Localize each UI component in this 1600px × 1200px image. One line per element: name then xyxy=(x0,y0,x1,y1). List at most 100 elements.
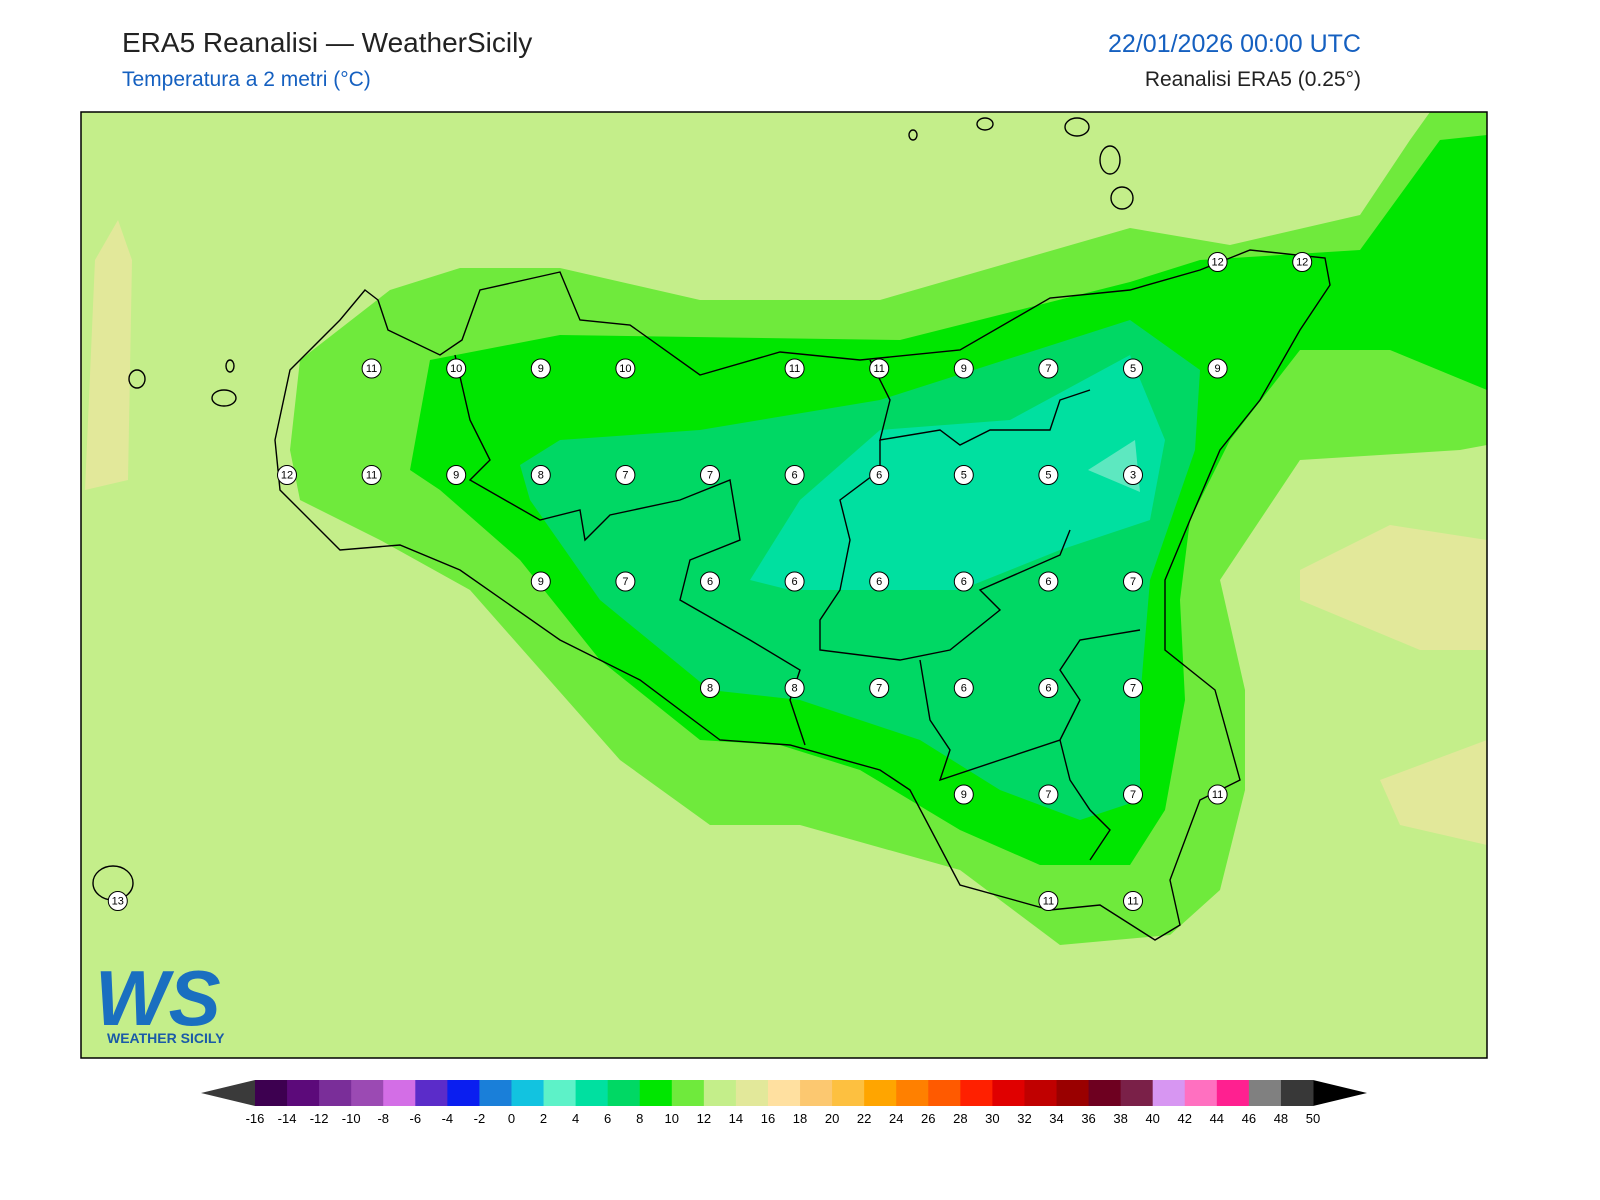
colorbar-swatch xyxy=(383,1080,416,1106)
province-border xyxy=(819,440,1071,661)
station-value: 3 xyxy=(1130,470,1136,482)
colorbar-swatch xyxy=(992,1080,1025,1106)
station: 12 xyxy=(277,465,297,485)
station: 11 xyxy=(1123,891,1143,911)
colorbar: -16 -14 -12 -10 -8 -6 -4 -2 0 2 4 6 8 10 12 14 16 18 20 22 2… xyxy=(201,1080,1367,1126)
colorbar-swatch xyxy=(1056,1080,1090,1106)
map-fields xyxy=(81,112,1487,1058)
colorbar-swatch xyxy=(639,1080,673,1106)
station: 6 xyxy=(953,678,974,698)
colorbar-swatch xyxy=(351,1080,384,1106)
province-border xyxy=(1059,739,1111,861)
station: 9 xyxy=(530,358,551,379)
station-circle xyxy=(446,465,467,485)
stations: 12 12 11 10 9 10 11 11 9 7 5 9 12 11 9 8 7 7 6 6 5 5 3 9 7 6 6 6 6 6 7… xyxy=(107,252,1313,911)
colorbar-tick-label: 42 xyxy=(1178,1111,1192,1126)
station: 7 xyxy=(1123,784,1143,805)
station-circle xyxy=(869,465,890,485)
colorbar-swatch xyxy=(575,1080,609,1106)
colorbar-swatch xyxy=(1024,1080,1058,1106)
station: 11 xyxy=(869,358,890,379)
station: 10 xyxy=(615,358,636,379)
station-value: 7 xyxy=(1045,363,1051,375)
colorbar-swatch xyxy=(287,1080,320,1106)
station-value: 7 xyxy=(622,470,628,482)
colorbar-tick-label: 8 xyxy=(636,1111,643,1126)
station-circle xyxy=(615,465,636,485)
station: 3 xyxy=(1123,465,1143,485)
colorbar-tick-label: 46 xyxy=(1242,1111,1256,1126)
station-circle xyxy=(953,571,974,592)
station: 11 xyxy=(1038,891,1059,911)
station-value: 6 xyxy=(961,683,967,695)
station-value: 5 xyxy=(1130,363,1136,375)
station: 5 xyxy=(1038,465,1059,485)
station: 8 xyxy=(530,465,551,485)
colorbar-swatch xyxy=(1216,1080,1250,1106)
colorbar-swatch xyxy=(832,1080,865,1106)
station-circle xyxy=(361,465,382,485)
station-value: 6 xyxy=(876,470,882,482)
datetime: 22/01/2026 00:00 UTC xyxy=(1108,30,1361,58)
station-circle xyxy=(784,358,805,379)
station-circle xyxy=(277,465,297,485)
colorbar-over xyxy=(1313,1080,1367,1106)
station-circle xyxy=(446,358,467,379)
colorbar-tick-label: 40 xyxy=(1145,1111,1159,1126)
coastline xyxy=(92,117,1331,941)
station-value: 11 xyxy=(873,363,884,375)
map-frame xyxy=(80,111,1488,1059)
station-value: 9 xyxy=(453,470,459,482)
colorbar-tick-label: 32 xyxy=(1017,1111,1031,1126)
station: 6 xyxy=(869,571,890,592)
island xyxy=(1064,117,1090,137)
station-circle xyxy=(953,358,974,379)
station-value: 6 xyxy=(1045,576,1051,588)
station-circle xyxy=(700,465,720,485)
station-value: 11 xyxy=(366,363,377,375)
field-14 xyxy=(1300,525,1487,650)
station-value: 6 xyxy=(961,576,967,588)
station-circle xyxy=(1123,891,1143,911)
title: ERA5 Reanalisi — WeatherSicily xyxy=(122,27,532,58)
station-circle xyxy=(1123,571,1143,592)
colorbar-tick-label: 16 xyxy=(761,1111,775,1126)
station-circle xyxy=(953,784,974,805)
station: 6 xyxy=(953,571,974,592)
station-value: 12 xyxy=(281,470,293,482)
island xyxy=(1110,186,1134,210)
colorbar-tick-label: 24 xyxy=(889,1111,903,1126)
colorbar-tick-label: 34 xyxy=(1049,1111,1063,1126)
station-circle xyxy=(1207,252,1228,272)
station: 9 xyxy=(953,784,974,805)
colorbar-swatch xyxy=(319,1080,352,1106)
colorbar-swatch xyxy=(896,1080,929,1106)
station-value: 7 xyxy=(1130,576,1136,588)
logo-mark: WS xyxy=(95,954,221,1042)
station-circle xyxy=(700,571,720,592)
station-circle xyxy=(953,465,974,485)
sicily-coast xyxy=(274,249,1331,941)
station-value: 7 xyxy=(1130,789,1136,801)
colorbar-tick-label: 18 xyxy=(793,1111,807,1126)
station-circle xyxy=(1207,358,1228,379)
station: 11 xyxy=(361,358,382,379)
station-value: 10 xyxy=(619,363,631,375)
station-circle xyxy=(1038,358,1059,379)
colorbar-tick-label: 44 xyxy=(1210,1111,1224,1126)
station-value: 6 xyxy=(792,576,798,588)
station-circle xyxy=(107,891,128,911)
station-value: 9 xyxy=(961,789,967,801)
station: 9 xyxy=(1207,358,1228,379)
station-value: 6 xyxy=(1045,683,1051,695)
colorbar-tick-label: 50 xyxy=(1306,1111,1320,1126)
station: 10 xyxy=(446,358,467,379)
station: 6 xyxy=(1038,571,1059,592)
station: 8 xyxy=(700,678,720,698)
station: 7 xyxy=(615,571,636,592)
subtitle: Temperatura a 2 metri (°C) xyxy=(122,68,371,91)
logo-text: WEATHER SICILY xyxy=(107,1030,225,1046)
island xyxy=(225,359,235,373)
station-circle xyxy=(1038,465,1059,485)
station: 7 xyxy=(1123,678,1143,698)
